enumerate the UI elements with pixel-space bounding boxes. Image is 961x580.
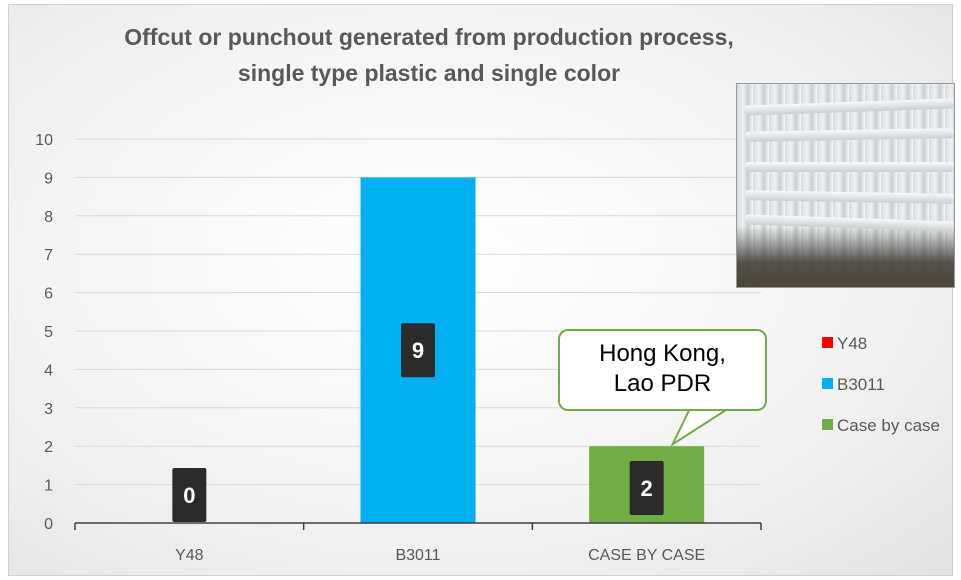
sheet-shape bbox=[745, 162, 954, 172]
callout-box: Hong Kong, Lao PDR bbox=[558, 329, 767, 411]
sheet-shape bbox=[744, 190, 954, 204]
y-axis-ticks: 0 1 2 3 4 5 6 7 8 9 10 bbox=[35, 132, 53, 533]
data-label-y48: 0 bbox=[183, 483, 195, 508]
sheet-shape bbox=[744, 214, 954, 232]
x-tick-label-b3011: B3011 bbox=[395, 547, 440, 564]
x-tick-label-y48: Y48 bbox=[175, 547, 204, 564]
y-tick-label: 5 bbox=[44, 324, 53, 341]
x-axis: Y48 B3011 CASE BY CASE bbox=[74, 522, 762, 564]
data-label-box bbox=[172, 468, 207, 522]
legend-label-b3011: B3011 bbox=[837, 375, 885, 394]
plastic-sheets-photo bbox=[736, 83, 955, 288]
y-tick-label: 10 bbox=[35, 132, 53, 149]
y-tick-label: 7 bbox=[44, 247, 53, 264]
legend-swatch-y48 bbox=[822, 337, 833, 349]
chart-title-line-1: Offcut or punchout generated from produc… bbox=[124, 24, 734, 50]
callout-line-1: Hong Kong, bbox=[599, 340, 726, 367]
bars bbox=[360, 177, 705, 523]
y-tick-label: 8 bbox=[44, 209, 53, 226]
y-tick-label: 3 bbox=[44, 401, 53, 418]
y-tick-label: 2 bbox=[44, 439, 53, 456]
legend-label-case-by-case: Case by case bbox=[837, 416, 940, 435]
chart-frame: Offcut or punchout generated from produc… bbox=[8, 4, 955, 576]
callout-line-2: Lao PDR bbox=[613, 370, 712, 397]
data-labels: 0 9 2 bbox=[172, 323, 664, 522]
legend-item-b3011: B3011 bbox=[804, 373, 961, 397]
legend-item-y48: Y48 bbox=[804, 332, 961, 356]
y-tick-label: 0 bbox=[44, 516, 53, 533]
data-label-box bbox=[401, 323, 435, 378]
y-tick-label: 9 bbox=[44, 170, 53, 187]
data-label-b3011: 9 bbox=[412, 338, 424, 363]
sheet-shape bbox=[744, 128, 954, 142]
y-tick-label: 4 bbox=[44, 362, 53, 379]
legend-label-y48: Y48 bbox=[837, 334, 868, 353]
callout-pointer bbox=[670, 406, 735, 447]
legend-swatch-b3011 bbox=[822, 378, 833, 390]
data-label-box bbox=[629, 461, 664, 515]
legend-swatch-case-by-case bbox=[822, 419, 833, 431]
chart-title-line-2: single type plastic and single color bbox=[237, 60, 621, 86]
plot-area: 0 1 2 3 4 5 6 7 8 9 10 0 9 2 Y48 B3011 CASE BY CASE bbox=[35, 132, 762, 564]
y-tick-label: 6 bbox=[44, 286, 53, 303]
legend-item-case-by-case: Case by case bbox=[804, 414, 961, 438]
chart-title: Offcut or punchout generated from produc… bbox=[99, 19, 759, 91]
sheet-shape bbox=[744, 98, 954, 116]
y-tick-label: 1 bbox=[44, 478, 53, 495]
x-tick-label-case-by-case: CASE BY CASE bbox=[588, 547, 705, 564]
legend: Y48 B3011 Case by case bbox=[804, 332, 961, 455]
data-label-case-by-case: 2 bbox=[641, 476, 653, 501]
